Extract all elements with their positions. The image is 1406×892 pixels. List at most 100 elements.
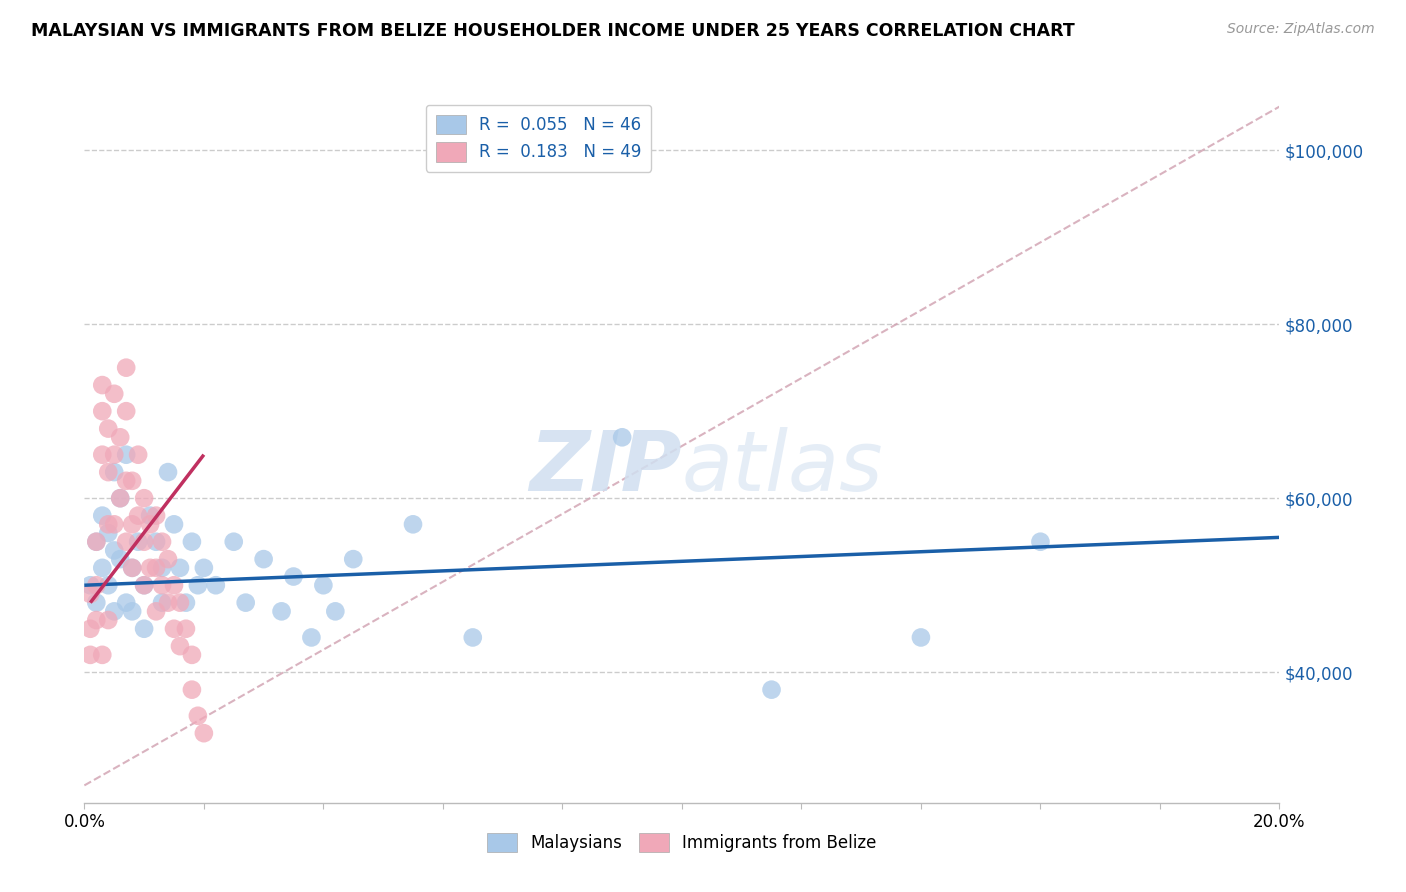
Point xyxy=(110,552,132,566)
Point xyxy=(325,604,347,618)
Point xyxy=(121,517,143,532)
Point xyxy=(103,448,125,462)
Legend: Malaysians, Immigrants from Belize: Malaysians, Immigrants from Belize xyxy=(481,826,883,859)
Point xyxy=(132,534,156,549)
Point xyxy=(145,534,167,549)
Point xyxy=(91,648,114,662)
Point xyxy=(115,448,138,462)
Point xyxy=(110,491,132,506)
Point xyxy=(169,639,191,653)
Point xyxy=(91,561,114,575)
Point xyxy=(97,526,120,541)
Point xyxy=(150,596,173,610)
Point xyxy=(79,648,101,662)
Point xyxy=(115,360,138,375)
Point xyxy=(761,682,783,697)
Point xyxy=(132,578,156,592)
Point xyxy=(222,534,245,549)
Point xyxy=(103,543,125,558)
Point xyxy=(157,552,180,566)
Point xyxy=(235,596,257,610)
Point xyxy=(127,448,149,462)
Point xyxy=(174,622,197,636)
Point xyxy=(91,404,114,418)
Point xyxy=(270,604,292,618)
Point xyxy=(187,708,209,723)
Point xyxy=(103,517,125,532)
Point xyxy=(115,474,138,488)
Point xyxy=(97,578,120,592)
Text: ZIP: ZIP xyxy=(529,427,682,508)
Point xyxy=(91,448,114,462)
Point xyxy=(612,430,634,444)
Point xyxy=(402,517,425,532)
Point xyxy=(283,569,305,583)
Point xyxy=(132,578,156,592)
Point xyxy=(86,613,108,627)
Point xyxy=(145,604,167,618)
Point xyxy=(253,552,276,566)
Point xyxy=(121,474,143,488)
Point xyxy=(132,622,156,636)
Point xyxy=(301,631,323,645)
Point xyxy=(193,726,215,740)
Point xyxy=(163,578,186,592)
Point xyxy=(157,465,180,479)
Point xyxy=(103,386,125,401)
Point xyxy=(86,596,108,610)
Point xyxy=(79,622,101,636)
Point xyxy=(145,508,167,523)
Point xyxy=(127,508,149,523)
Point xyxy=(163,622,186,636)
Point xyxy=(115,404,138,418)
Point xyxy=(121,604,143,618)
Point xyxy=(145,561,167,575)
Point xyxy=(187,578,209,592)
Point xyxy=(181,648,204,662)
Point xyxy=(115,534,138,549)
Point xyxy=(97,465,120,479)
Point xyxy=(181,682,204,697)
Point xyxy=(91,378,114,392)
Point xyxy=(169,596,191,610)
Point xyxy=(139,561,162,575)
Point xyxy=(103,604,125,618)
Text: MALAYSIAN VS IMMIGRANTS FROM BELIZE HOUSEHOLDER INCOME UNDER 25 YEARS CORRELATIO: MALAYSIAN VS IMMIGRANTS FROM BELIZE HOUS… xyxy=(31,22,1074,40)
Point xyxy=(79,578,101,592)
Point xyxy=(312,578,335,592)
Point xyxy=(121,561,143,575)
Point xyxy=(110,430,132,444)
Text: atlas: atlas xyxy=(682,427,883,508)
Point xyxy=(157,596,180,610)
Point xyxy=(86,534,108,549)
Point xyxy=(205,578,228,592)
Point xyxy=(121,561,143,575)
Point xyxy=(127,534,149,549)
Point xyxy=(174,596,197,610)
Point xyxy=(461,631,484,645)
Text: Source: ZipAtlas.com: Source: ZipAtlas.com xyxy=(1227,22,1375,37)
Point xyxy=(181,534,204,549)
Point xyxy=(115,596,138,610)
Point xyxy=(150,534,173,549)
Point xyxy=(342,552,364,566)
Point xyxy=(150,578,173,592)
Point xyxy=(97,517,120,532)
Point xyxy=(910,631,932,645)
Point xyxy=(91,508,114,523)
Point xyxy=(163,517,186,532)
Point xyxy=(169,561,191,575)
Point xyxy=(86,534,108,549)
Point xyxy=(132,491,156,506)
Point xyxy=(110,491,132,506)
Point xyxy=(103,465,125,479)
Point xyxy=(139,508,162,523)
Point xyxy=(97,421,120,435)
Point xyxy=(86,578,108,592)
Point xyxy=(97,613,120,627)
Point xyxy=(193,561,215,575)
Point xyxy=(1029,534,1052,549)
Point xyxy=(150,561,173,575)
Point xyxy=(79,587,101,601)
Point xyxy=(139,517,162,532)
